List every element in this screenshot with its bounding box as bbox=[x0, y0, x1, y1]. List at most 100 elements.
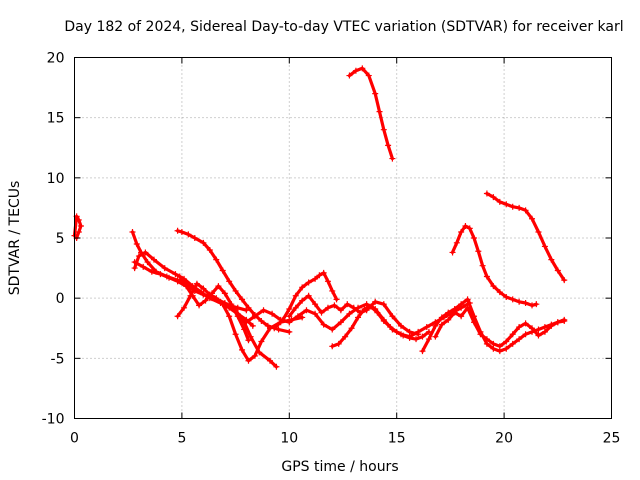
data-point bbox=[415, 331, 422, 338]
data-point bbox=[148, 268, 155, 275]
data-point bbox=[535, 228, 542, 235]
data-point bbox=[215, 283, 222, 290]
data-point bbox=[305, 279, 312, 286]
y-axis-title: SDTVAR / TECUs bbox=[7, 181, 23, 296]
data-point bbox=[387, 324, 394, 331]
data-point bbox=[535, 326, 542, 333]
chart-title: Day 182 of 2024, Sidereal Day-to-day VTE… bbox=[64, 19, 623, 35]
data-point bbox=[535, 332, 542, 339]
data-point bbox=[234, 313, 241, 320]
data-point bbox=[193, 280, 200, 287]
data-point bbox=[329, 343, 336, 350]
data-point bbox=[228, 301, 235, 308]
data-point bbox=[389, 313, 396, 320]
data-point bbox=[331, 302, 338, 309]
data-point bbox=[266, 357, 273, 364]
series-arc-7 bbox=[176, 273, 252, 344]
data-point bbox=[419, 348, 426, 355]
data-point bbox=[245, 337, 252, 344]
data-point bbox=[131, 259, 138, 266]
data-point bbox=[406, 328, 413, 335]
data-point bbox=[423, 324, 430, 331]
gridlines bbox=[74, 57, 612, 419]
data-point bbox=[226, 313, 233, 320]
data-point bbox=[561, 277, 568, 284]
series-arc-9 bbox=[271, 269, 340, 332]
data-point bbox=[178, 228, 185, 235]
series-arc-16 bbox=[483, 190, 568, 284]
data-point bbox=[133, 241, 140, 248]
data-point bbox=[453, 239, 460, 246]
data-point bbox=[483, 273, 490, 280]
data-point bbox=[471, 235, 478, 241]
data-point bbox=[232, 331, 239, 338]
data-point bbox=[529, 215, 536, 222]
data-point bbox=[196, 302, 203, 309]
x-tick-label: 0 bbox=[70, 431, 79, 447]
data-point bbox=[361, 305, 368, 312]
data-point bbox=[183, 283, 190, 290]
data-point bbox=[292, 304, 299, 311]
data-point bbox=[232, 287, 239, 294]
data-point bbox=[389, 155, 396, 162]
axis-ticks: 0 5 10 15 20 25 -10 -5 0 5 10 15 20 bbox=[42, 51, 621, 447]
data-point bbox=[200, 285, 207, 292]
data-point bbox=[305, 292, 312, 299]
data-point bbox=[363, 301, 370, 308]
data-point bbox=[131, 265, 138, 272]
data-point bbox=[348, 325, 355, 332]
data-point bbox=[329, 287, 336, 294]
data-point bbox=[241, 326, 248, 333]
data-point bbox=[75, 216, 82, 223]
data-point bbox=[299, 314, 306, 321]
series-line bbox=[330, 305, 431, 348]
data-point bbox=[219, 267, 226, 274]
data-point bbox=[372, 298, 379, 305]
data-point bbox=[462, 222, 469, 229]
data-point bbox=[286, 313, 293, 320]
data-point bbox=[200, 291, 207, 298]
data-point bbox=[344, 301, 351, 308]
data-point bbox=[202, 297, 209, 304]
data-point bbox=[324, 304, 331, 311]
series-arc-11 bbox=[329, 303, 432, 350]
data-point bbox=[503, 338, 510, 345]
data-point bbox=[275, 326, 282, 333]
data-point bbox=[509, 203, 516, 210]
data-point bbox=[166, 274, 173, 281]
data-point bbox=[385, 142, 392, 149]
data-point bbox=[213, 256, 220, 263]
data-point bbox=[243, 319, 250, 326]
data-point bbox=[464, 304, 471, 311]
data-point bbox=[509, 340, 516, 347]
series-arc-15 bbox=[449, 222, 540, 309]
data-point bbox=[200, 239, 207, 246]
data-point bbox=[529, 325, 536, 332]
data-point bbox=[554, 267, 561, 274]
series-line bbox=[450, 224, 538, 307]
y-tick-label: -10 bbox=[42, 412, 65, 428]
data-point bbox=[490, 340, 497, 347]
data-point bbox=[458, 313, 465, 320]
data-point bbox=[496, 289, 503, 296]
data-point bbox=[239, 296, 246, 303]
data-point bbox=[464, 296, 471, 303]
series-arc-5 bbox=[174, 227, 293, 335]
data-point bbox=[320, 269, 327, 276]
data-point bbox=[380, 301, 387, 308]
data-point bbox=[271, 325, 278, 332]
data-point bbox=[397, 322, 404, 329]
data-point bbox=[458, 228, 465, 235]
data-point bbox=[503, 293, 510, 300]
data-point bbox=[490, 283, 497, 290]
data-point bbox=[503, 345, 510, 352]
data-point bbox=[312, 301, 319, 308]
data-point bbox=[471, 319, 478, 326]
data-point bbox=[352, 67, 359, 74]
series-line bbox=[485, 191, 566, 282]
series-arc-14 bbox=[432, 304, 568, 350]
data-point bbox=[245, 304, 252, 311]
data-point bbox=[189, 292, 196, 299]
data-point bbox=[346, 310, 353, 317]
data-point bbox=[312, 275, 319, 282]
